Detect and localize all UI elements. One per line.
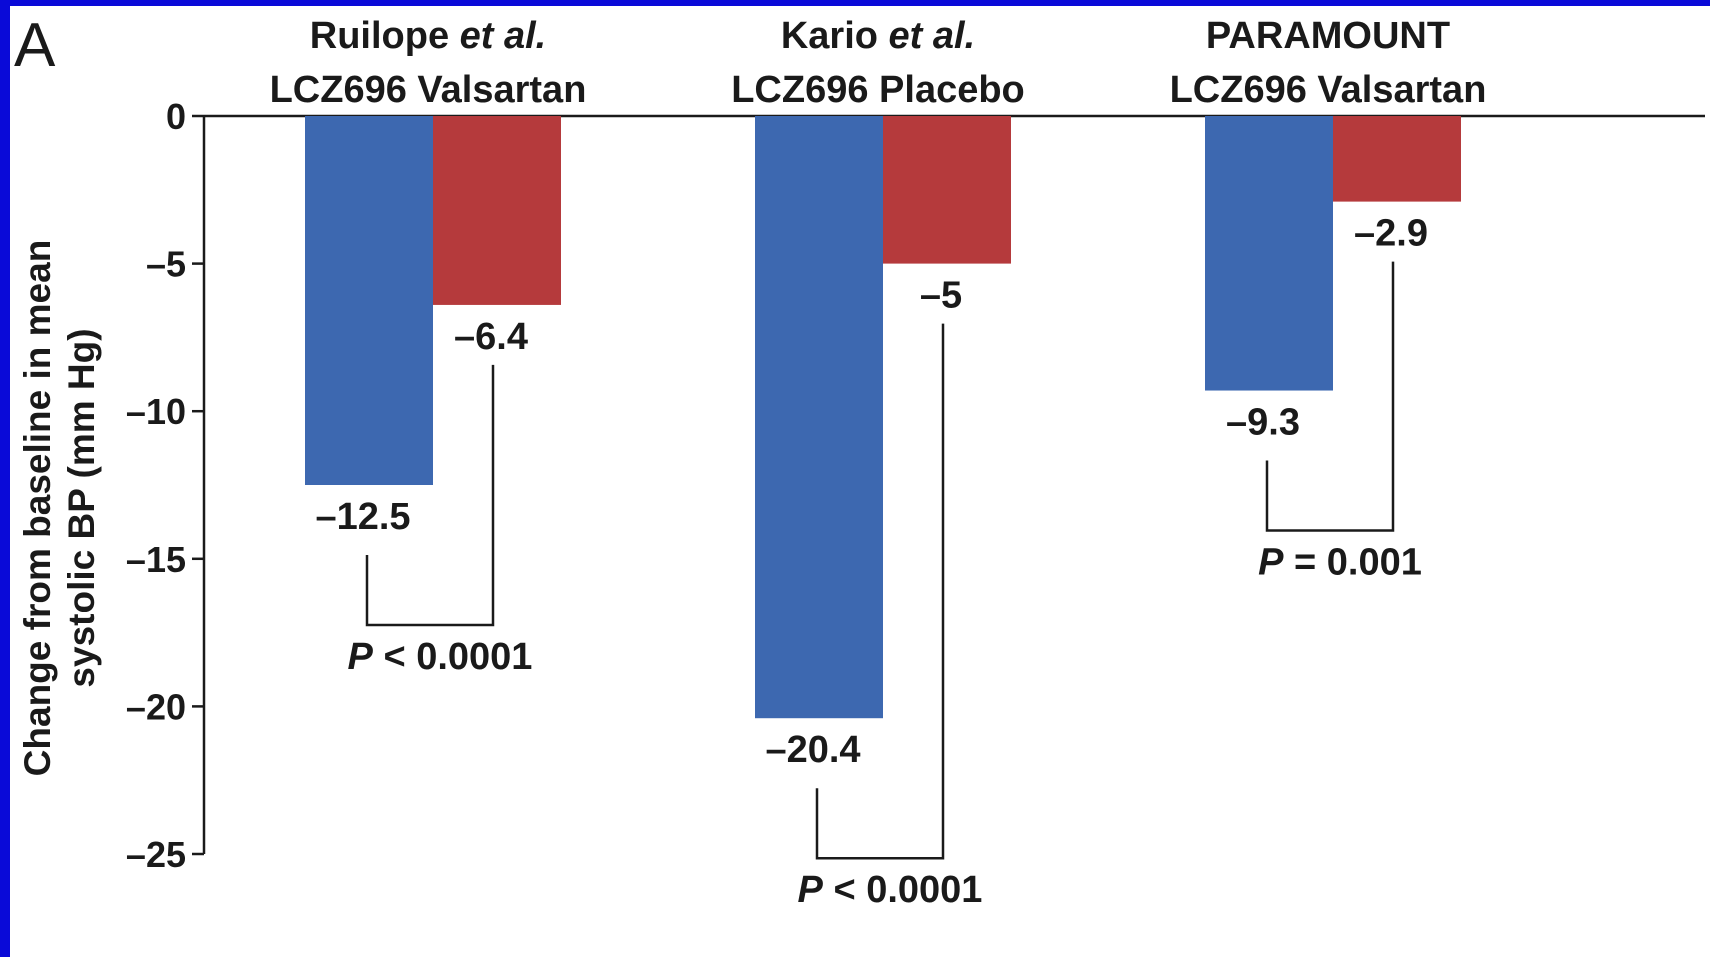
group-title: Kario et al. [781, 15, 975, 57]
bar-value-label: –2.9 [1354, 213, 1428, 255]
p-value-label: P = 0.001 [1258, 542, 1422, 584]
y-axis-label: Change from baseline in meansystolic BP … [17, 240, 102, 777]
bar [305, 116, 433, 485]
significance-bracket [1265, 261, 1395, 532]
y-tick-label: –5 [146, 244, 186, 285]
group-subtitle: LCZ696 Placebo [731, 69, 1025, 111]
group-subtitle: LCZ696 Valsartan [1170, 69, 1487, 111]
y-tick-label: –25 [126, 834, 186, 875]
figure-panel: A Change from baseline in meansystolic B… [10, 6, 1710, 957]
group-title: Ruilope et al. [310, 15, 547, 57]
bar-value-label: –20.4 [765, 729, 860, 771]
bar [1205, 116, 1333, 391]
bar [433, 116, 561, 305]
bar [883, 116, 1011, 264]
group-subtitle: LCZ696 Valsartan [270, 69, 587, 111]
bar-value-label: –5 [920, 275, 962, 317]
y-tick-label: –20 [126, 686, 186, 727]
bars [305, 116, 1461, 719]
y-axis-title: Change from baseline in meansystolic BP … [17, 240, 102, 777]
significance-brackets: P < 0.0001 P < 0.0001 P = 0.001 [348, 261, 1422, 911]
y-tick-label: –10 [126, 391, 186, 432]
panel-letter: A [14, 11, 56, 80]
bar-value-label: –9.3 [1226, 402, 1300, 444]
bar-value-label: –12.5 [315, 496, 410, 538]
bar [755, 116, 883, 719]
p-value-label: P < 0.0001 [798, 869, 983, 911]
group-title: PARAMOUNT [1206, 15, 1450, 57]
bar [1333, 116, 1461, 202]
y-axis-title-line: systolic BP (mm Hg) [61, 328, 102, 687]
significance-bracket [365, 364, 495, 627]
y-tick-label: –15 [126, 539, 186, 580]
p-value-label: P < 0.0001 [348, 636, 533, 678]
group-titles: Ruilope et al. LCZ696 Valsartan Kario et a… [270, 15, 1487, 111]
y-tick-label: 0 [166, 96, 186, 137]
significance-bracket [815, 323, 945, 860]
bar-chart: A Change from baseline in meansystolic B… [14, 11, 1705, 911]
bar-value-label: –6.4 [454, 316, 528, 358]
data-labels: –12.5 –6.4 –20.4 –5 –9.3 –2.9 [315, 213, 1428, 772]
y-axis-title-line: Change from baseline in mean [17, 240, 58, 777]
